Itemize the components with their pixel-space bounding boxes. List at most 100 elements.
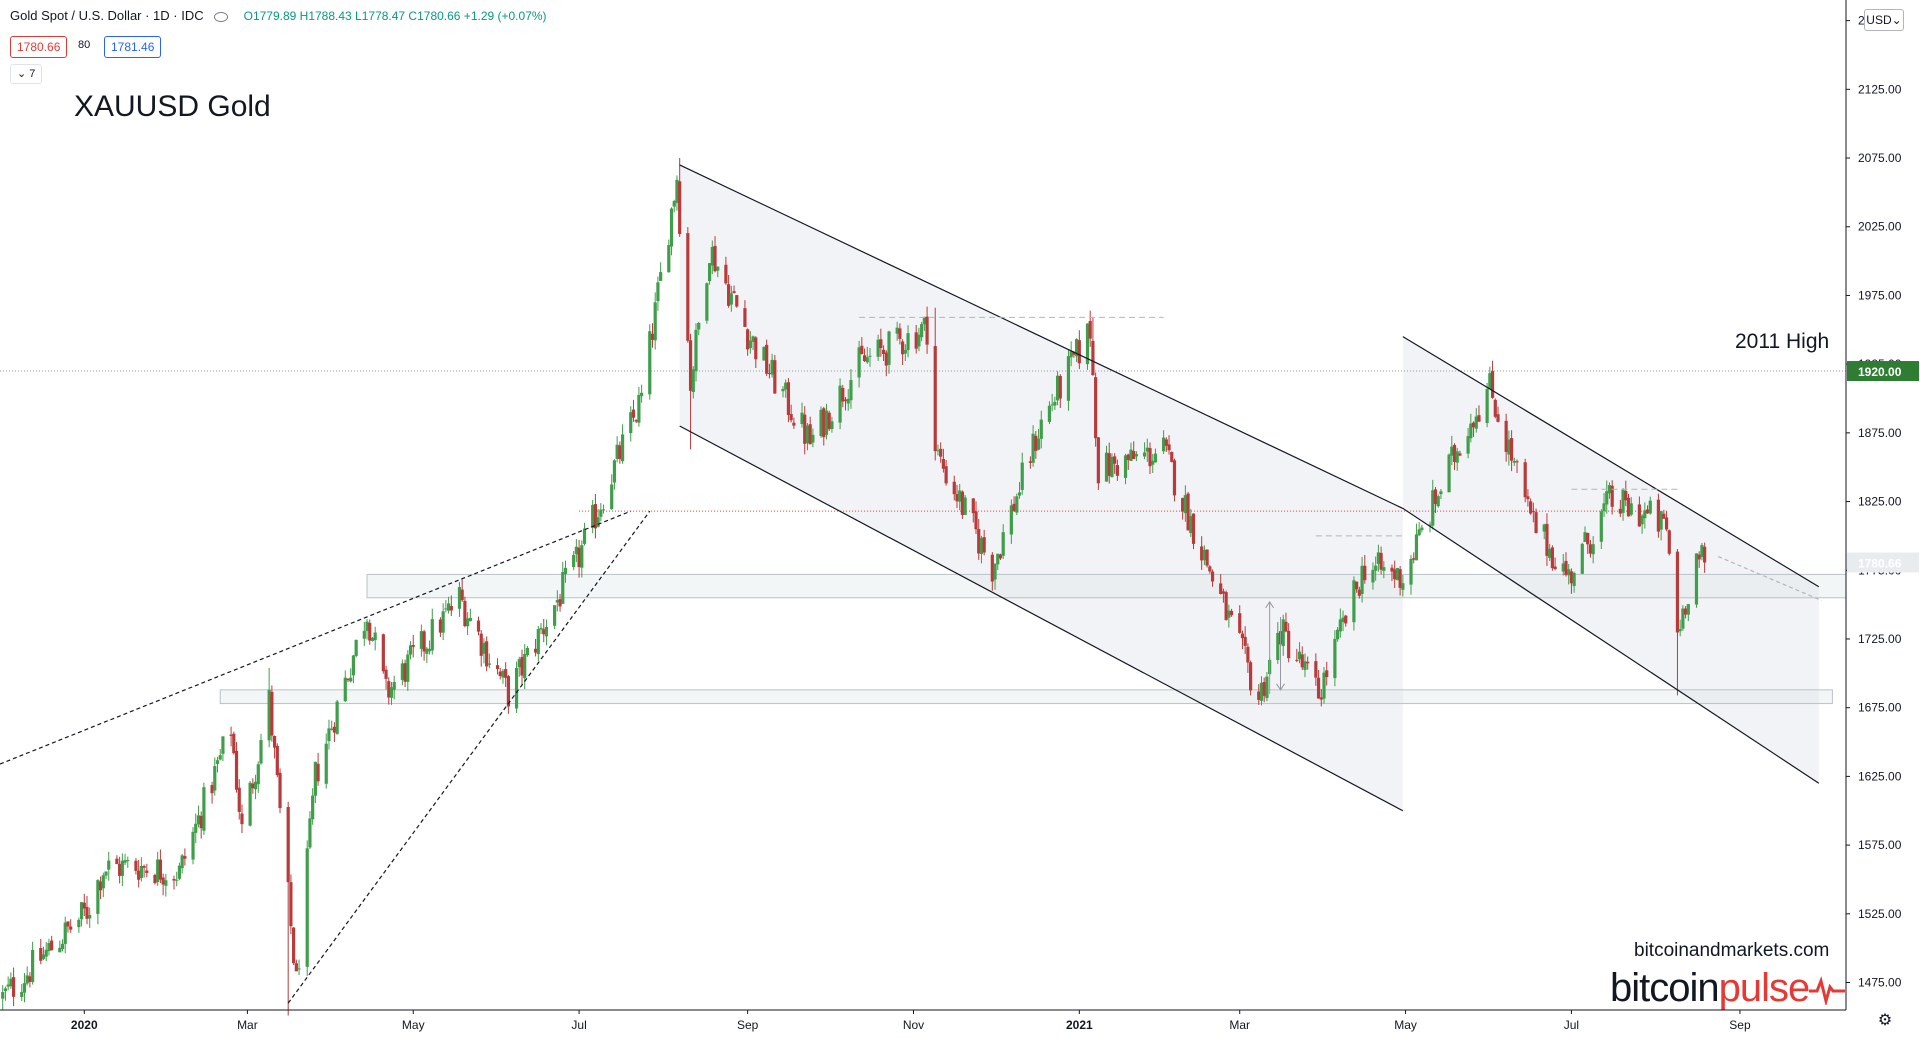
candle	[765, 339, 769, 376]
candle	[194, 813, 198, 844]
candle-body	[253, 781, 258, 790]
candle	[115, 855, 119, 865]
candle	[292, 927, 296, 965]
candle	[1703, 542, 1707, 573]
candle	[971, 498, 975, 523]
candle	[917, 327, 921, 352]
candle	[914, 324, 918, 354]
buy-button[interactable]: 1781.46	[104, 36, 162, 58]
candle-body	[215, 760, 220, 764]
candle-body	[498, 671, 502, 677]
candle	[28, 972, 32, 988]
candle-body	[1172, 460, 1177, 496]
candle-body	[735, 295, 739, 307]
candle-body	[362, 630, 366, 639]
candle	[449, 595, 453, 617]
candle-body	[1431, 490, 1435, 526]
watermark-site: bitcoinandmarkets.com	[1634, 940, 1830, 961]
candle-body	[898, 328, 902, 339]
candle	[286, 801, 290, 1016]
candle	[748, 331, 752, 354]
candle-body	[313, 761, 317, 796]
candle-body	[1553, 566, 1557, 570]
candle-body	[917, 334, 921, 347]
candle	[879, 328, 883, 357]
candle	[1259, 676, 1264, 706]
candle	[561, 561, 565, 604]
candle	[479, 630, 483, 667]
candle-body	[1115, 465, 1119, 476]
candle-body	[1526, 496, 1530, 500]
candle-body	[792, 422, 796, 426]
candle	[240, 804, 244, 834]
candle-body	[952, 481, 956, 495]
gear-icon[interactable]: ⚙	[1877, 1012, 1893, 1029]
candle	[495, 658, 500, 675]
candle	[724, 256, 728, 285]
chart-annotation-title[interactable]: XAUUSD Gold	[74, 90, 271, 123]
candle-body	[539, 627, 543, 630]
candle-body	[411, 645, 415, 647]
candle	[145, 863, 149, 878]
candle-body	[501, 670, 505, 678]
candle-body	[1164, 439, 1168, 446]
candle-body	[183, 856, 187, 859]
candle-body	[542, 629, 546, 635]
candle	[1001, 524, 1005, 559]
candle-body	[691, 369, 695, 393]
high-annotation-label[interactable]: 2011 High	[1735, 330, 1830, 353]
candle	[1183, 485, 1187, 522]
candle-body	[1398, 569, 1402, 588]
candle	[770, 353, 774, 378]
currency-selector[interactable]: USD⌄	[1864, 9, 1904, 31]
candle-body	[1, 992, 5, 999]
candle	[1583, 526, 1587, 543]
candle-body	[1009, 505, 1013, 535]
candle-body	[485, 641, 489, 667]
symbol-title[interactable]: Gold Spot / U.S. Dollar · 1D · IDC	[10, 8, 204, 23]
candle	[1401, 575, 1405, 597]
candle	[1300, 646, 1304, 670]
candle-body	[115, 858, 119, 865]
candle	[1659, 510, 1663, 541]
watermark-brand: bitcoinpulse	[1610, 966, 1846, 1011]
candle	[544, 619, 549, 646]
candle	[346, 677, 350, 683]
candle	[389, 681, 394, 705]
candle	[1281, 614, 1285, 656]
eye-icon[interactable]	[213, 11, 228, 22]
indicators-toggle[interactable]: ⌄ 7	[10, 64, 43, 84]
candle-body	[1509, 438, 1514, 461]
candle	[1276, 622, 1280, 664]
candle	[1545, 513, 1549, 567]
candle	[1336, 627, 1340, 642]
candle-body	[982, 537, 986, 553]
candle-body	[403, 663, 407, 682]
indicators-count: 7	[29, 68, 36, 80]
candle	[457, 582, 462, 617]
candle-body	[1170, 451, 1174, 462]
candle-body	[748, 340, 752, 349]
candle-body	[199, 815, 203, 829]
sell-button[interactable]: 1780.66	[10, 36, 68, 58]
candle-body	[316, 763, 320, 782]
candle-body	[672, 201, 676, 207]
candle	[1202, 545, 1206, 566]
candle	[1287, 623, 1291, 663]
candle	[803, 406, 807, 455]
candle-body	[234, 750, 239, 790]
candle	[400, 659, 404, 686]
candle-body	[392, 681, 396, 690]
candle-body	[286, 807, 290, 883]
candle-body	[218, 755, 222, 760]
candle-body	[1088, 321, 1092, 339]
candle	[1504, 413, 1508, 462]
candle	[1572, 571, 1576, 593]
candle	[982, 529, 986, 556]
candle	[25, 966, 29, 986]
candle	[990, 552, 994, 591]
candle-body	[620, 434, 625, 462]
candle-body	[335, 701, 339, 734]
candle-body	[1643, 510, 1647, 519]
